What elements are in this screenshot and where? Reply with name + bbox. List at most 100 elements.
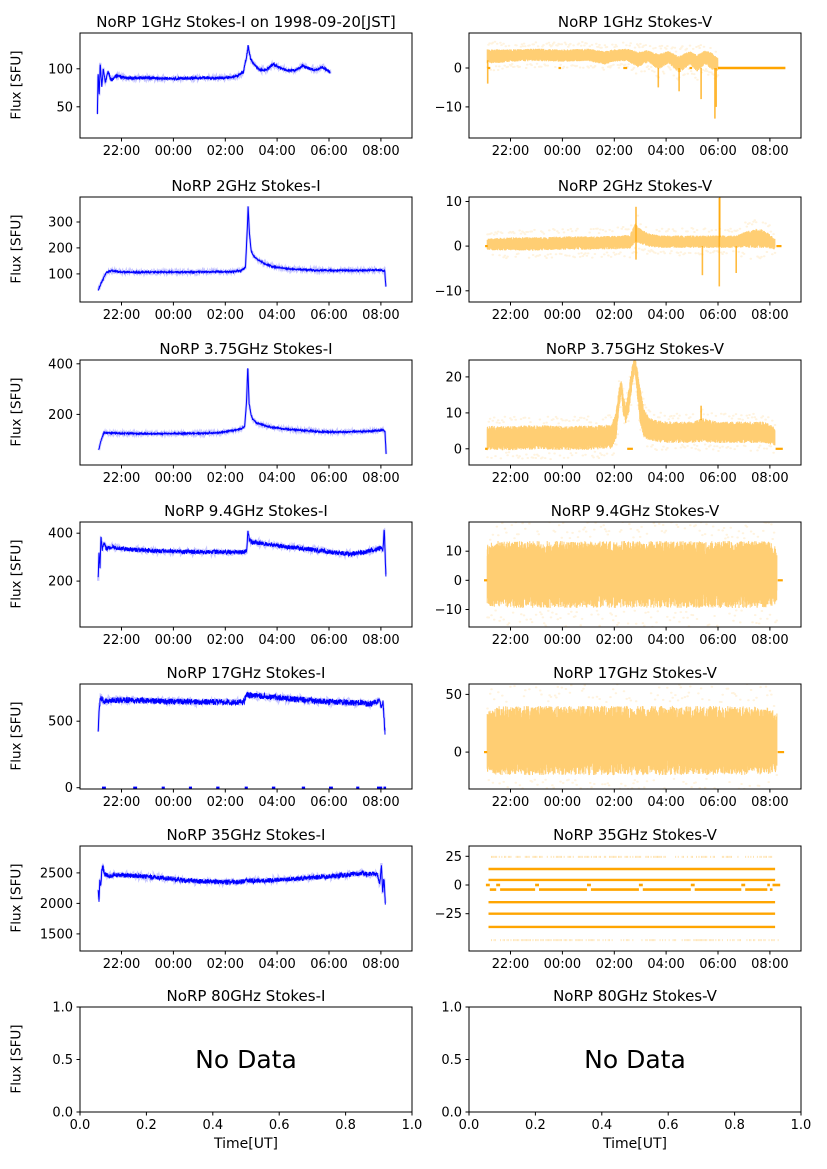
svg-text:0: 0 [454, 442, 462, 457]
x-axis-ticks: 0.0 0.2 0.4 0.6 0.8 1.0 [70, 1112, 422, 1133]
svg-text:06:00: 06:00 [699, 144, 736, 159]
svg-text:04:00: 04:00 [647, 308, 684, 323]
plot-area-35ghz-stokes-i: 22:00 00:00 02:00 04:00 06:00 08:00 1500 2000 25… [40, 845, 413, 972]
svg-text:−25: −25 [435, 907, 462, 922]
plot-area-1ghz-stokes-i: 22:00 00:00 02:00 04:00 06:00 08:00 50 100 [48, 32, 413, 159]
svg-text:08:00: 08:00 [362, 957, 399, 972]
svg-text:−10: −10 [435, 284, 462, 299]
data-series [97, 368, 388, 455]
svg-text:00:00: 00:00 [155, 957, 192, 972]
svg-text:00:00: 00:00 [155, 308, 192, 323]
svg-text:−10: −10 [435, 100, 462, 115]
y-axis-ticks: 100 200 300 [48, 216, 80, 282]
axes-frame [79, 1006, 413, 1113]
axes-frame [468, 845, 802, 952]
svg-text:00:00: 00:00 [544, 308, 581, 323]
svg-text:0.4: 0.4 [202, 1118, 223, 1133]
svg-text:08:00: 08:00 [751, 957, 788, 972]
axes-frame [79, 521, 413, 628]
plot-area-9.4ghz-stokes-i: 22:00 00:00 02:00 04:00 06:00 08:00 200 400 [48, 521, 413, 648]
panel-title-9.4ghz-stokes-v: NoRP 9.4GHz Stokes-V [550, 502, 720, 520]
svg-text:04:00: 04:00 [647, 957, 684, 972]
svg-text:06:00: 06:00 [310, 144, 347, 159]
svg-text:0.5: 0.5 [441, 1053, 462, 1068]
svg-text:04:00: 04:00 [258, 144, 295, 159]
svg-text:1500: 1500 [40, 927, 73, 942]
svg-text:00:00: 00:00 [155, 144, 192, 159]
svg-text:06:00: 06:00 [699, 957, 736, 972]
axes-frame [79, 845, 413, 952]
svg-text:08:00: 08:00 [362, 633, 399, 648]
svg-text:02:00: 02:00 [207, 471, 244, 486]
x-axis-ticks: 22:00 00:00 02:00 04:00 06:00 08:00 [103, 789, 400, 810]
data-series [97, 690, 387, 789]
panel-title-35ghz-stokes-i: NoRP 35GHz Stokes-I [166, 826, 326, 844]
axes-frame [468, 32, 802, 139]
svg-text:400: 400 [48, 527, 73, 542]
svg-text:08:00: 08:00 [751, 308, 788, 323]
svg-text:22:00: 22:00 [492, 795, 529, 810]
data-series [485, 855, 781, 942]
svg-text:06:00: 06:00 [310, 308, 347, 323]
svg-text:0: 0 [454, 574, 462, 589]
svg-text:22:00: 22:00 [492, 471, 529, 486]
data-series [484, 684, 785, 789]
axes-frame [468, 521, 802, 628]
no-data-label-stokes-v: No Data [584, 1045, 686, 1074]
svg-text:22:00: 22:00 [492, 633, 529, 648]
svg-text:00:00: 00:00 [155, 633, 192, 648]
svg-text:02:00: 02:00 [596, 144, 633, 159]
axes-frame [79, 196, 413, 303]
svg-text:22:00: 22:00 [492, 144, 529, 159]
svg-text:0.8: 0.8 [724, 1118, 745, 1133]
svg-text:10: 10 [445, 406, 462, 421]
svg-text:02:00: 02:00 [207, 633, 244, 648]
svg-text:25: 25 [445, 850, 462, 865]
svg-text:00:00: 00:00 [155, 471, 192, 486]
panel-title-9.4ghz-stokes-i: NoRP 9.4GHz Stokes-I [164, 502, 328, 520]
y-axis-ticks: 1500 2000 2500 [40, 866, 80, 942]
y-axis-ticks: −10 0 10 [435, 545, 469, 618]
data-series [97, 527, 388, 581]
y-axis-ticks: −25 0 25 [435, 850, 469, 922]
y-axis-ticks: 50 100 [48, 62, 80, 115]
svg-text:100: 100 [48, 267, 73, 282]
panel-title-80ghz-stokes-v: NoRP 80GHz Stokes-V [553, 987, 717, 1005]
svg-text:04:00: 04:00 [258, 471, 295, 486]
svg-text:0.6: 0.6 [269, 1118, 290, 1133]
svg-text:02:00: 02:00 [596, 795, 633, 810]
svg-text:0.2: 0.2 [525, 1118, 546, 1133]
panel-title-1ghz-stokes-v: NoRP 1GHz Stokes-V [557, 13, 713, 31]
axes-frame [79, 683, 413, 790]
y-axis-ticks: −10 0 [435, 62, 469, 115]
x-axis-ticks: 22:00 00:00 02:00 04:00 06:00 08:00 [103, 138, 400, 159]
svg-text:20: 20 [445, 370, 462, 385]
panel-title-17ghz-stokes-i: NoRP 17GHz Stokes-I [166, 664, 326, 682]
svg-text:08:00: 08:00 [362, 471, 399, 486]
panel-title-3.75ghz-stokes-v: NoRP 3.75GHz Stokes-V [545, 340, 725, 358]
svg-text:22:00: 22:00 [103, 795, 140, 810]
svg-text:08:00: 08:00 [362, 144, 399, 159]
svg-text:0.0: 0.0 [441, 1106, 462, 1121]
svg-text:200: 200 [48, 408, 73, 423]
svg-text:08:00: 08:00 [751, 471, 788, 486]
panel-title-1ghz-stokes-i: NoRP 1GHz Stokes-I on 1998-09-20[JST] [96, 13, 396, 31]
svg-text:02:00: 02:00 [207, 957, 244, 972]
plot-area-35ghz-stokes-v: 22:00 00:00 02:00 04:00 06:00 08:00 −25 0 25 [435, 845, 802, 972]
y-axis-ticks: 0 500 [48, 715, 80, 796]
x-axis-ticks: 22:00 00:00 02:00 04:00 06:00 08:00 [103, 302, 400, 323]
svg-text:04:00: 04:00 [647, 144, 684, 159]
svg-text:06:00: 06:00 [310, 795, 347, 810]
svg-text:500: 500 [48, 715, 73, 730]
panel-title-80ghz-stokes-i: NoRP 80GHz Stokes-I [166, 987, 326, 1005]
svg-text:02:00: 02:00 [596, 633, 633, 648]
x-axis-label-stokes-v: Time[UT] [603, 1136, 667, 1152]
svg-text:00:00: 00:00 [544, 144, 581, 159]
svg-text:08:00: 08:00 [751, 633, 788, 648]
svg-text:300: 300 [48, 216, 73, 231]
svg-text:22:00: 22:00 [103, 144, 140, 159]
x-axis-ticks: 0.0 0.2 0.4 0.6 0.8 1.0 [459, 1112, 811, 1133]
plot-area-2ghz-stokes-v: 22:00 00:00 02:00 04:00 06:00 08:00 −10 0 10 [435, 195, 802, 323]
axes-frame [468, 1006, 802, 1113]
